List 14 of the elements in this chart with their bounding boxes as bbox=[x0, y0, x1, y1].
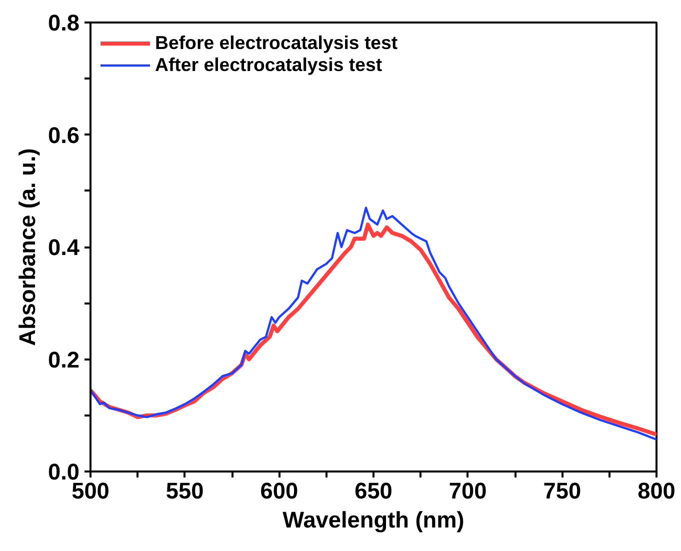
y-tick-label: 0.4 bbox=[48, 234, 80, 260]
legend-label: After electrocatalysis test bbox=[155, 54, 382, 76]
y-tick-label: 0.6 bbox=[48, 122, 80, 148]
y-tick-label: 0.2 bbox=[48, 346, 80, 372]
x-tick-label: 800 bbox=[638, 478, 676, 504]
x-tick-label: 750 bbox=[543, 478, 582, 504]
x-axis-title: Wavelength (nm) bbox=[282, 506, 464, 532]
x-tick-label: 650 bbox=[354, 478, 392, 504]
y-tick-label: 0.8 bbox=[48, 10, 80, 36]
y-axis-title: Absorbance (a. u.) bbox=[14, 148, 40, 346]
legend-label: Before electrocatalysis test bbox=[155, 32, 398, 54]
x-tick-label: 600 bbox=[260, 478, 298, 504]
x-tick-label: 550 bbox=[166, 478, 204, 504]
x-tick-label: 700 bbox=[448, 478, 487, 504]
